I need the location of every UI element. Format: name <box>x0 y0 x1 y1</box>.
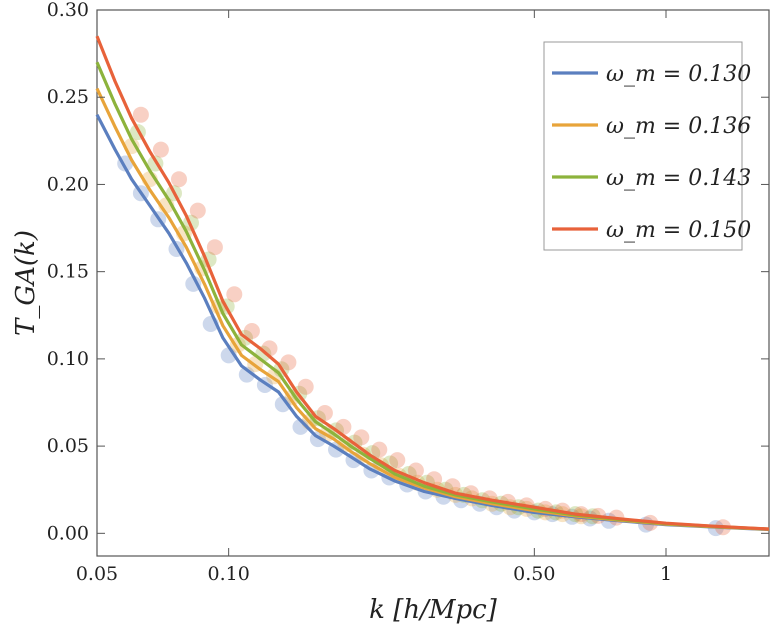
y-tick-label: 0.25 <box>47 86 89 108</box>
y-tick-label: 0.20 <box>47 173 89 195</box>
legend-label: ω_m = 0.143 <box>606 166 751 191</box>
data-point <box>353 429 370 446</box>
x-tick-label: 0.10 <box>207 563 249 585</box>
x-axis-label: k [h/Mpc] <box>369 595 497 625</box>
data-point <box>261 340 278 357</box>
data-point <box>371 441 388 458</box>
y-axis-label: T_GA(k) <box>11 230 41 336</box>
data-point <box>280 354 297 371</box>
data-point <box>132 106 149 123</box>
x-tick-label: 1 <box>660 563 672 585</box>
legend: ω_m = 0.130 ω_m = 0.136 ω_m = 0.143 ω_m = 0… <box>543 41 751 251</box>
data-point <box>226 286 243 303</box>
x-tick-label: 0.50 <box>513 563 555 585</box>
data-point <box>152 141 169 158</box>
y-tick-label: 0.00 <box>47 522 89 544</box>
series-line <box>95 35 770 531</box>
data-point <box>316 405 333 421</box>
legend-box <box>543 41 743 251</box>
data-point <box>274 396 291 413</box>
data-point <box>389 452 406 469</box>
data-point <box>407 462 424 479</box>
y-tick-label: 0.05 <box>47 435 89 457</box>
data-point <box>171 171 187 188</box>
data-point <box>206 239 223 256</box>
legend-label: ω_m = 0.130 <box>606 62 751 87</box>
data-point <box>297 378 314 395</box>
data-point <box>243 323 260 339</box>
data-point <box>185 275 202 292</box>
y-tick-label: 0.10 <box>47 348 89 370</box>
data-point <box>189 202 206 219</box>
y-tick-label: 0.30 <box>47 0 89 21</box>
x-tick-label: 0.05 <box>76 563 118 585</box>
lines-layer <box>95 35 770 532</box>
data-point <box>238 366 255 383</box>
legend-label: ω_m = 0.136 <box>606 114 751 139</box>
ticks-layer: 0.05 0.10 0.50 1 0.00 0.05 0.10 0.15 0.20 0.25 0.3… <box>47 0 769 585</box>
y-tick-label: 0.15 <box>47 261 89 283</box>
legend-label: ω_m = 0.150 <box>606 218 751 243</box>
